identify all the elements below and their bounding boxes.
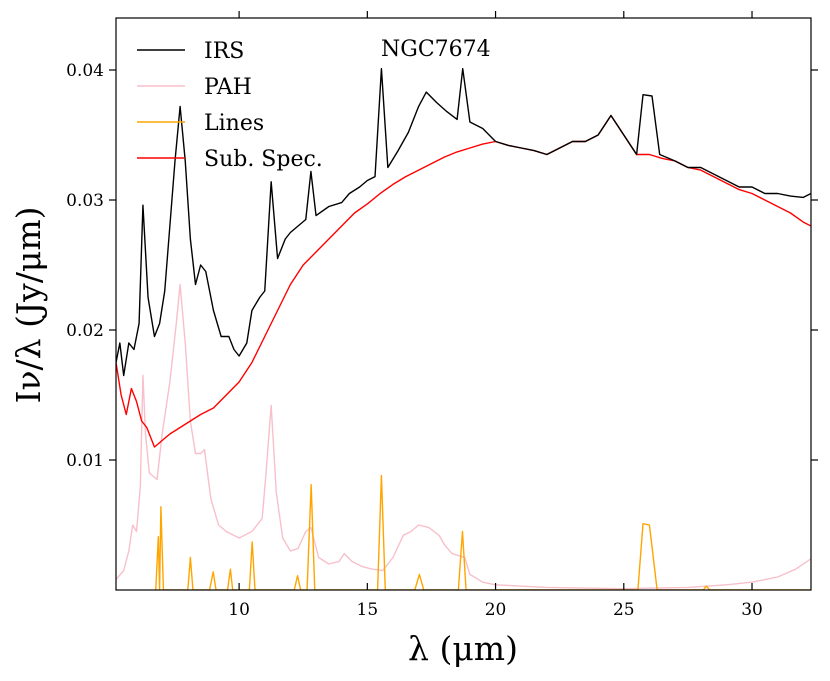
legend-label: Lines: [204, 111, 264, 136]
legend: IRS PAH Lines Sub. Spec.: [137, 39, 323, 172]
legend-label: PAH: [204, 75, 252, 100]
y-tick-label: 0.01: [66, 451, 104, 471]
series-line-irs: [116, 68, 811, 377]
y-tick-label: 0.03: [66, 191, 104, 211]
galaxy-annotation: NGC7674: [381, 37, 491, 62]
ticks-layer: 10 15 20 25 30 0.01 0.02 0.03 0.04: [66, 11, 818, 620]
series-line-pah: [116, 283, 811, 590]
x-tick-label: 10: [228, 600, 250, 620]
x-tick-label: 25: [613, 600, 635, 620]
y-tick-label: 0.02: [66, 321, 104, 341]
x-tick-label: 20: [485, 600, 507, 620]
x-tick-label: 15: [357, 600, 379, 620]
x-axis-title: λ (μm): [408, 629, 518, 668]
y-tick-label: 0.04: [66, 61, 104, 81]
legend-label: IRS: [204, 39, 244, 64]
legend-label: Sub. Spec.: [204, 147, 323, 172]
y-axis-title: Iν/λ (Jy/μm): [9, 206, 48, 403]
series-line-lines: [155, 474, 811, 590]
x-tick-label: 30: [741, 600, 763, 620]
series-layer: [116, 68, 811, 590]
plot-frame: [115, 17, 812, 591]
